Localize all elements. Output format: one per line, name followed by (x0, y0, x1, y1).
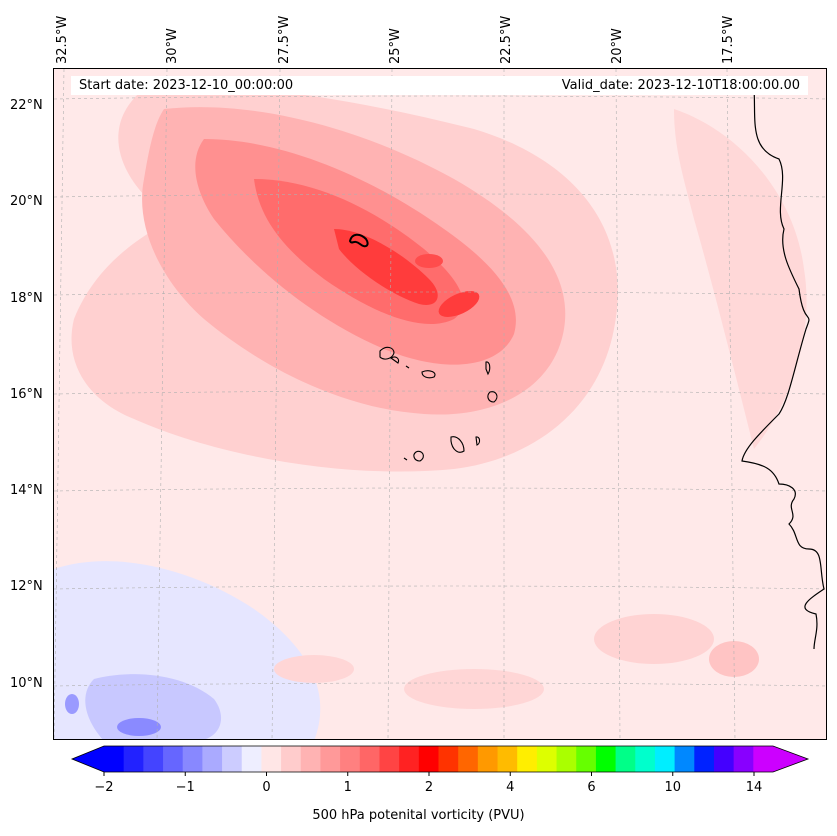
colorbar-arrow-low (72, 746, 104, 772)
pv-core-north (415, 254, 443, 268)
colorbar-cell (694, 746, 715, 772)
lat-label: 20°N (10, 194, 43, 209)
pv-core-east (438, 291, 480, 317)
colorbar-cell (182, 746, 203, 772)
colorbar-tick-label: −1 (176, 780, 195, 795)
lat-label: 22°N (10, 98, 43, 113)
colorbar-cell (202, 746, 223, 772)
colorbar-tick-label: 0 (262, 780, 270, 795)
colorbar-cell (143, 746, 164, 772)
graticule (54, 69, 826, 739)
colorbar-cell (163, 746, 184, 772)
colorbar-cell (517, 746, 538, 772)
colorbar-ticks: −2 −1 0 1 2 4 6 10 14 (94, 772, 762, 795)
lon-label: 22.5°W (499, 15, 514, 64)
pv-contour-light-east (674, 109, 807, 449)
colorbar-cell (576, 746, 597, 772)
colorbar-cells (70, 745, 810, 773)
lat-label: 18°N (10, 291, 43, 306)
colorbar-title: 500 hPa potenital vorticity (PVU) (312, 808, 525, 823)
colorbar-cell (536, 746, 558, 772)
colorbar-cell (379, 746, 400, 772)
colorbar-cell (595, 746, 617, 772)
colorbar-tick-label: 2 (425, 780, 433, 795)
lon-label: 32.5°W (55, 15, 70, 64)
colorbar-cell (497, 746, 518, 772)
colorbar-cell (399, 746, 420, 772)
lat-label: 10°N (10, 676, 43, 691)
lat-label: 12°N (10, 579, 43, 594)
map-panel (53, 68, 827, 740)
colorbar-arrow-high (773, 746, 808, 772)
colorbar-cell (222, 746, 243, 772)
pv-contour-blue-dot (65, 694, 79, 714)
colorbar-cell (241, 746, 262, 772)
colorbar-tick-label: 14 (746, 780, 763, 795)
colorbar-cell (359, 746, 380, 772)
lat-label: 16°N (10, 387, 43, 402)
coastline-africa (741, 88, 825, 650)
pv-contour-blue-mid (85, 674, 222, 739)
pv-blob (274, 655, 354, 683)
colorbar: −2 −1 0 1 2 4 6 10 14 (70, 745, 810, 795)
pv-blob (404, 669, 544, 709)
lon-label: 27.5°W (277, 15, 292, 64)
colorbar-tick-label: −2 (94, 780, 113, 795)
cape-verde-islands (379, 346, 498, 462)
colorbar-cell (615, 746, 636, 772)
colorbar-cell (635, 746, 656, 772)
colorbar-cell (123, 746, 144, 772)
lon-label: 17.5°W (721, 15, 736, 64)
lon-label: 20°W (610, 28, 625, 64)
colorbar-cell (281, 746, 302, 772)
lat-label: 14°N (10, 483, 43, 498)
pv-contour-map (54, 69, 826, 739)
start-date-label: Start date: 2023-12-10_00:00:00 (79, 78, 294, 93)
colorbar-cell (713, 746, 735, 772)
colorbar-cell (300, 746, 321, 772)
colorbar-cell (753, 746, 774, 772)
colorbar-cell (418, 746, 439, 772)
colorbar-cell (438, 746, 459, 772)
colorbar-cell (261, 746, 282, 772)
colorbar-tick-label: 6 (587, 780, 595, 795)
colorbar-cell (320, 746, 341, 772)
pv-contour-blue-core (117, 718, 161, 736)
info-bar: Start date: 2023-12-10_00:00:00 Valid_da… (71, 76, 808, 95)
colorbar-tick-label: 4 (506, 780, 514, 795)
colorbar-cell (556, 746, 577, 772)
lon-label: 25°W (388, 28, 403, 64)
colorbar-cell (340, 746, 361, 772)
colorbar-cell (477, 746, 499, 772)
pv-contour-core-outline (348, 233, 369, 248)
colorbar-cell (458, 746, 479, 772)
lon-label: 30°W (165, 28, 180, 64)
colorbar-cell (733, 746, 754, 772)
colorbar-tick-label: 1 (344, 780, 352, 795)
pv-blob (594, 614, 714, 664)
colorbar-tick-label: 10 (664, 780, 681, 795)
valid-date-label: Valid_date: 2023-12-10T18:00:00.00 (561, 78, 800, 93)
colorbar-cell (674, 746, 695, 772)
colorbar-cell (654, 746, 676, 772)
pv-contour-core (334, 229, 438, 305)
colorbar-cell (104, 746, 125, 772)
